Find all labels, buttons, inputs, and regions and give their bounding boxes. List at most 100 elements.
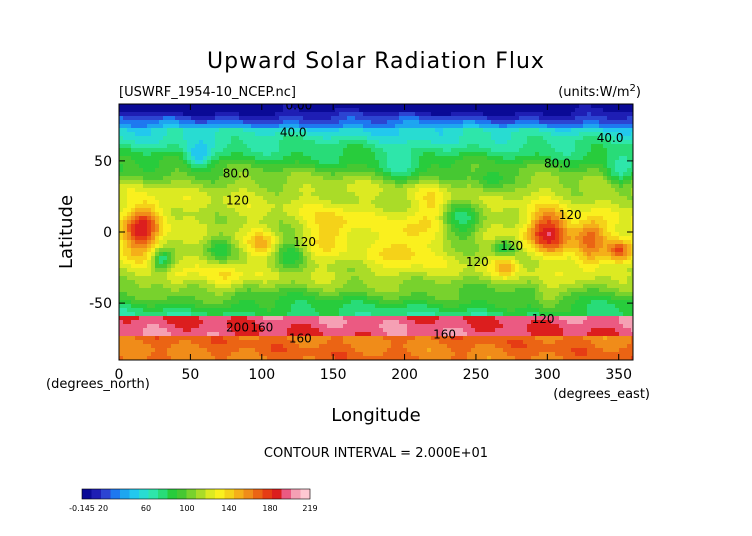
field-cell bbox=[583, 240, 588, 245]
field-cell bbox=[359, 176, 364, 181]
field-cell bbox=[331, 140, 336, 145]
field-cell bbox=[211, 140, 216, 145]
field-cell bbox=[559, 116, 564, 121]
field-cell bbox=[291, 108, 296, 113]
field-cell bbox=[171, 152, 176, 157]
field-cell bbox=[559, 188, 564, 193]
field-cell bbox=[175, 116, 180, 121]
field-cell bbox=[543, 224, 548, 229]
field-cell bbox=[271, 160, 276, 165]
field-cell bbox=[143, 164, 148, 169]
field-cell bbox=[135, 116, 140, 121]
field-cell bbox=[407, 144, 412, 149]
field-cell bbox=[587, 160, 592, 165]
field-cell bbox=[335, 176, 340, 181]
field-cell bbox=[547, 184, 552, 189]
field-cell bbox=[255, 124, 260, 129]
field-cell bbox=[363, 156, 368, 161]
field-cell bbox=[263, 224, 268, 229]
field-cell bbox=[331, 128, 336, 133]
field-cell bbox=[147, 116, 152, 121]
field-cell bbox=[143, 104, 148, 109]
field-cell bbox=[591, 128, 596, 133]
field-cell bbox=[539, 244, 544, 249]
field-cell bbox=[463, 164, 468, 169]
field-cell bbox=[159, 184, 164, 189]
field-cell bbox=[195, 184, 200, 189]
field-cell bbox=[247, 132, 252, 137]
field-cell bbox=[207, 232, 212, 237]
field-cell bbox=[491, 168, 496, 173]
field-cell bbox=[307, 104, 312, 109]
field-cell bbox=[387, 216, 392, 221]
field-cell bbox=[491, 192, 496, 197]
field-cell bbox=[263, 212, 268, 217]
field-cell bbox=[163, 148, 168, 153]
field-cell bbox=[239, 212, 244, 217]
field-cell bbox=[391, 104, 396, 109]
field-cell bbox=[371, 216, 376, 221]
field-cell bbox=[499, 176, 504, 181]
field-cell bbox=[171, 140, 176, 145]
field-cell bbox=[347, 228, 352, 233]
field-cell bbox=[143, 248, 148, 253]
field-cell bbox=[179, 140, 184, 145]
field-cell bbox=[235, 168, 240, 173]
field-cell bbox=[283, 116, 288, 121]
field-cell bbox=[491, 248, 496, 253]
field-cell bbox=[491, 112, 496, 117]
field-cell bbox=[307, 132, 312, 137]
field-cell bbox=[523, 184, 528, 189]
field-cell bbox=[131, 124, 136, 129]
field-cell bbox=[223, 236, 228, 241]
field-cell bbox=[435, 152, 440, 157]
field-cell bbox=[583, 112, 588, 117]
field-cell bbox=[167, 144, 172, 149]
field-cell bbox=[571, 112, 576, 117]
field-cell bbox=[423, 176, 428, 181]
field-cell bbox=[259, 112, 264, 117]
field-cell bbox=[179, 216, 184, 221]
field-cell bbox=[379, 136, 384, 141]
field-cell bbox=[463, 252, 468, 257]
field-cell bbox=[243, 216, 248, 221]
field-cell bbox=[259, 124, 264, 129]
field-cell bbox=[427, 204, 432, 209]
field-cell bbox=[563, 196, 568, 201]
field-cell bbox=[163, 244, 168, 249]
field-cell bbox=[491, 140, 496, 145]
field-cell bbox=[283, 128, 288, 133]
field-cell bbox=[199, 160, 204, 165]
field-cell bbox=[167, 248, 172, 253]
field-cell bbox=[527, 192, 532, 197]
field-cell bbox=[483, 224, 488, 229]
field-cell bbox=[595, 152, 600, 157]
field-cell bbox=[359, 188, 364, 193]
field-cell bbox=[327, 160, 332, 165]
field-cell bbox=[167, 192, 172, 197]
field-cell bbox=[379, 160, 384, 165]
field-cell bbox=[475, 188, 480, 193]
field-cell bbox=[539, 204, 544, 209]
field-cell bbox=[515, 196, 520, 201]
field-cell bbox=[235, 164, 240, 169]
field-cell bbox=[227, 152, 232, 157]
field-cell bbox=[159, 144, 164, 149]
field-cell bbox=[159, 180, 164, 185]
field-cell bbox=[183, 188, 188, 193]
field-cell bbox=[543, 172, 548, 177]
field-cell bbox=[119, 200, 124, 205]
field-cell bbox=[167, 228, 172, 233]
field-cell bbox=[395, 152, 400, 157]
field-cell bbox=[571, 228, 576, 233]
field-cell bbox=[595, 156, 600, 161]
field-cell bbox=[247, 200, 252, 205]
field-cell bbox=[399, 124, 404, 129]
field-cell bbox=[119, 208, 124, 213]
field-cell bbox=[295, 236, 300, 241]
field-cell bbox=[163, 192, 168, 197]
field-cell bbox=[211, 128, 216, 133]
field-cell bbox=[631, 152, 633, 157]
field-cell bbox=[543, 188, 548, 193]
field-cell bbox=[259, 116, 264, 121]
